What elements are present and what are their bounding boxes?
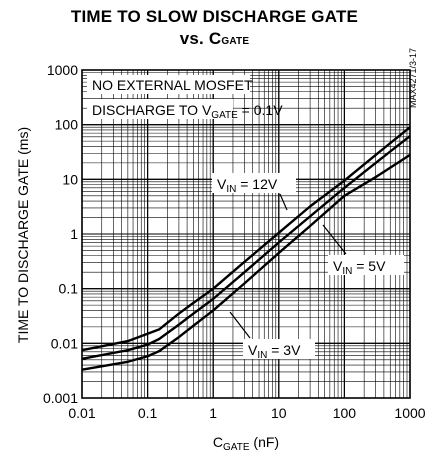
x-tick-label: 0.1 (138, 405, 158, 421)
leader-3v (229, 311, 251, 339)
note-box-1 (87, 75, 250, 94)
x-axis-label: CGATE (nF) (213, 434, 279, 453)
series-line-vin-3v (81, 153, 411, 371)
leader-5v (322, 224, 347, 255)
series-label-12v: VIN = 12V (217, 176, 278, 195)
x-tick-labels: 0.01 0.1 1 10 100 1000 (68, 405, 425, 421)
note-2: DISCHARGE TO VGATE = 0.1V (92, 102, 283, 121)
series-label-5v: VIN = 5V (333, 258, 386, 277)
leader-12v (279, 193, 288, 211)
y-tick-label: 0.001 (43, 390, 78, 406)
x-tick-label: 0.01 (68, 405, 95, 421)
y-tick-label: 1000 (47, 62, 78, 78)
label-box-3v (243, 339, 315, 359)
series-label-3v: VIN = 3V (248, 342, 301, 361)
y-tick-label: 10 (62, 171, 78, 187)
label-box-12v (212, 173, 296, 193)
y-tick-labels: 0.001 0.01 0.1 1 10 100 1000 (43, 62, 78, 406)
y-tick-label: 0.1 (59, 281, 79, 297)
watermark: MAX4271/3-17 (408, 48, 418, 108)
plot-frame (81, 69, 411, 399)
y-axis-label: TIME TO DISCHARGE GATE (ms) (15, 127, 31, 343)
chart-title-line2: vs. CGATE (179, 29, 250, 48)
note-1: NO EXTERNAL MOSFET (92, 77, 253, 93)
x-tick-label: 10 (271, 405, 287, 421)
y-tick-label: 0.01 (51, 335, 78, 351)
x-tick-label: 1 (209, 405, 217, 421)
series-line-vin-5v (81, 135, 411, 361)
series-group (81, 126, 411, 371)
x-tick-label: 100 (333, 405, 357, 421)
x-tick-label: 1000 (394, 405, 425, 421)
chart-title-line1: TIME TO SLOW DISCHARGE GATE (70, 7, 359, 26)
label-box-5v (328, 255, 404, 275)
note-box-2 (87, 99, 233, 119)
y-tick-label: 100 (55, 117, 79, 133)
y-tick-label: 1 (70, 226, 78, 242)
series-line-vin-12v (81, 126, 411, 352)
